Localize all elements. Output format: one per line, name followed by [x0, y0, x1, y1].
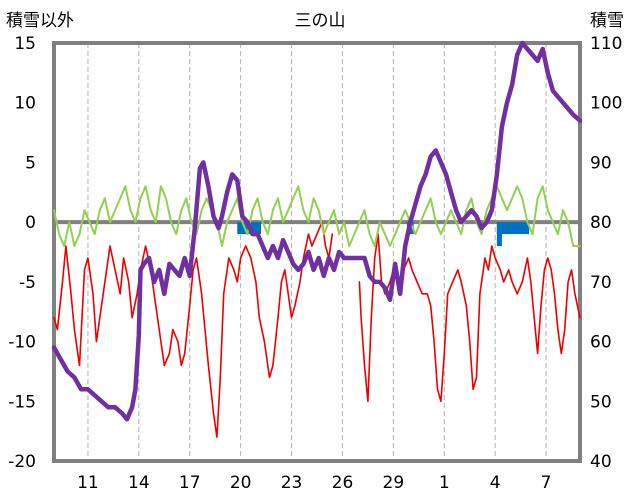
series-line-red — [358, 233, 581, 403]
right-tick-label: 110 — [590, 34, 622, 54]
x-tick-label: 26 — [332, 473, 354, 493]
x-tick-label: 7 — [541, 473, 552, 493]
left-tick-label: -20 — [8, 452, 36, 472]
right-tick-label: 40 — [590, 452, 612, 472]
left-tick-label: -5 — [19, 273, 36, 293]
x-tick-label: 29 — [383, 473, 405, 493]
series-layer — [51, 40, 583, 438]
right-tick-label: 90 — [590, 153, 612, 173]
left-tick-label: 10 — [14, 94, 36, 114]
right-axis-label: 積雪 — [590, 11, 624, 31]
x-tick-label: 4 — [490, 473, 501, 493]
plot-frame — [52, 41, 582, 463]
left-tick-label: -15 — [8, 392, 36, 412]
right-tick-label: 60 — [590, 333, 612, 353]
x-tick-label: 11 — [77, 473, 99, 493]
x-tick-label: 23 — [281, 473, 303, 493]
bar — [496, 222, 530, 235]
left-axis-label: 積雪以外 — [6, 11, 74, 31]
left-tick-label: 5 — [25, 153, 36, 173]
series-line-red — [53, 221, 334, 438]
chart-title: 三の山 — [295, 11, 346, 31]
right-axis: 110 100 90 80 70 60 50 40 — [590, 34, 622, 472]
left-tick-label: -10 — [8, 333, 36, 353]
x-tick-label: 20 — [230, 473, 252, 493]
left-axis: 15 10 5 0 -5 -10 -15 -20 — [8, 34, 36, 472]
right-tick-label: 50 — [590, 392, 612, 412]
series-line-purple — [51, 40, 583, 422]
left-tick-label: 0 — [25, 213, 36, 233]
left-tick-label: 15 — [14, 34, 36, 54]
x-tick-label: 17 — [179, 473, 201, 493]
x-tick-label: 1 — [439, 473, 450, 493]
right-tick-label: 80 — [590, 213, 612, 233]
x-axis: 11 14 17 20 23 26 29 1 4 7 — [77, 473, 551, 493]
x-tick-label: 14 — [128, 473, 150, 493]
right-tick-label: 70 — [590, 273, 612, 293]
bar — [496, 222, 502, 247]
grid — [87, 43, 547, 461]
right-tick-label: 100 — [590, 94, 622, 114]
